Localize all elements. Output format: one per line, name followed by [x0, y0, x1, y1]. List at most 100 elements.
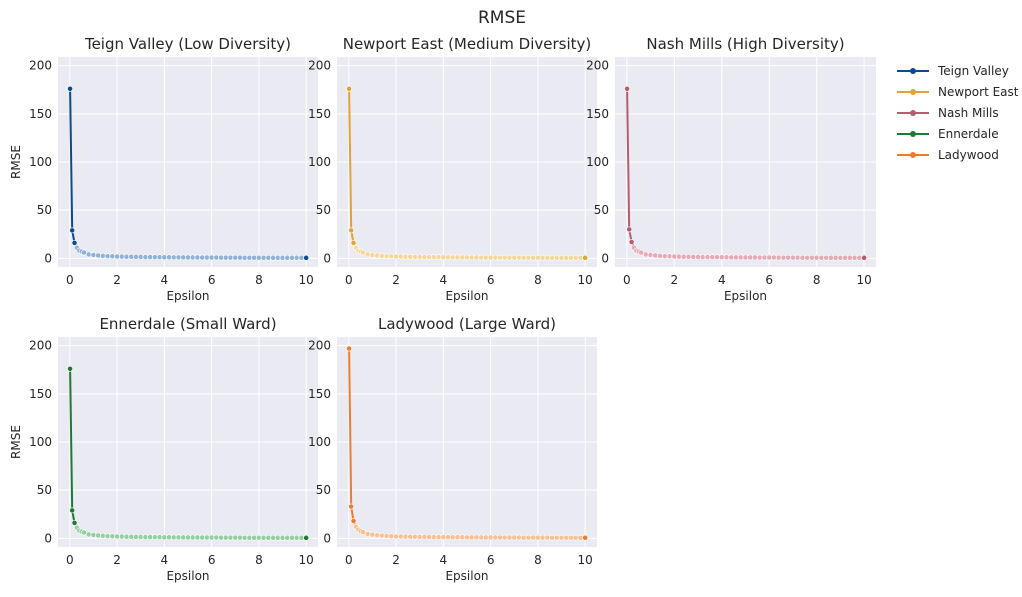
- data-point: [412, 533, 418, 540]
- data-point: [104, 533, 111, 540]
- data-point: [303, 534, 310, 541]
- x-tick-label: 4: [440, 273, 448, 287]
- data-point: [194, 534, 201, 541]
- data-point: [118, 253, 125, 260]
- y-tick-label: 200: [29, 339, 52, 353]
- data-point: [511, 254, 518, 261]
- data-point: [142, 534, 149, 540]
- data-point: [90, 252, 97, 258]
- data-point: [364, 251, 371, 258]
- data-point: [487, 534, 494, 541]
- data-point: [709, 254, 716, 261]
- data-point: [232, 534, 239, 541]
- y-tick-label: 100: [308, 155, 331, 169]
- panel-title: Ennerdale (Small Ward): [99, 315, 276, 333]
- data-point: [393, 253, 399, 260]
- data-point: [251, 254, 258, 261]
- data-point: [501, 534, 508, 541]
- data-point: [771, 254, 777, 261]
- data-point: [535, 254, 541, 261]
- data-point: [459, 254, 466, 261]
- data-point: [558, 254, 565, 261]
- data-point: [856, 254, 863, 261]
- panel-title: Teign Valley (Low Diversity): [84, 35, 291, 53]
- y-tick-label: 0: [44, 531, 52, 545]
- data-point: [468, 254, 475, 261]
- data-point: [346, 85, 352, 92]
- legend-marker: [910, 131, 916, 137]
- data-point: [652, 252, 659, 259]
- legend-marker: [910, 110, 916, 116]
- x-tick-label: 10: [578, 553, 593, 567]
- data-point: [544, 534, 551, 541]
- data-point: [199, 254, 206, 261]
- data-point: [222, 534, 229, 541]
- data-point: [364, 531, 371, 537]
- data-point: [497, 254, 503, 261]
- data-point: [346, 345, 352, 352]
- data-point: [81, 529, 87, 536]
- data-point: [416, 533, 423, 540]
- data-point: [695, 254, 701, 260]
- y-tick-label: 50: [594, 203, 609, 217]
- data-point: [348, 503, 355, 510]
- data-point: [199, 534, 206, 541]
- data-point: [680, 253, 687, 260]
- data-point: [85, 531, 92, 538]
- x-tick-label: 2: [392, 553, 400, 567]
- data-point: [152, 534, 158, 541]
- data-point: [227, 534, 234, 541]
- data-point: [431, 254, 437, 261]
- data-point: [407, 533, 414, 540]
- data-point: [809, 254, 815, 261]
- data-point: [785, 254, 792, 261]
- data-point: [426, 534, 433, 540]
- data-point: [539, 254, 546, 261]
- data-point: [142, 254, 149, 260]
- data-point: [535, 534, 541, 541]
- data-point: [851, 254, 858, 261]
- data-point: [832, 254, 839, 261]
- x-tick-label: 10: [299, 273, 314, 287]
- data-point: [123, 253, 130, 260]
- data-point: [539, 534, 546, 541]
- data-point: [213, 534, 220, 541]
- data-point: [152, 254, 158, 261]
- data-point: [473, 254, 480, 261]
- data-point: [232, 254, 239, 261]
- data-point: [95, 532, 102, 539]
- data-point: [733, 254, 739, 261]
- data-point: [794, 254, 801, 261]
- legend-label: Newport East: [938, 85, 1019, 99]
- data-point: [289, 254, 295, 261]
- data-point: [737, 254, 744, 261]
- data-point: [516, 254, 522, 261]
- data-point: [699, 254, 706, 260]
- x-tick-label: 2: [670, 273, 678, 287]
- data-point: [459, 534, 466, 541]
- data-point: [525, 254, 532, 261]
- data-point: [704, 254, 711, 260]
- data-point: [756, 254, 763, 261]
- x-tick-label: 0: [345, 553, 353, 567]
- y-tick-label: 0: [44, 251, 52, 265]
- y-tick-label: 50: [316, 483, 331, 497]
- y-axis-label: RMSE: [9, 145, 23, 179]
- data-point: [237, 534, 243, 541]
- data-point: [487, 254, 494, 261]
- data-point: [270, 534, 276, 541]
- data-point: [388, 253, 395, 260]
- data-point: [553, 254, 560, 261]
- data-point: [90, 532, 97, 538]
- x-tick-label: 10: [299, 553, 314, 567]
- data-point: [402, 253, 409, 260]
- data-point: [241, 534, 248, 541]
- data-point: [128, 533, 135, 540]
- data-point: [690, 253, 697, 260]
- x-tick-label: 8: [255, 273, 263, 287]
- x-tick-label: 4: [161, 553, 169, 567]
- data-point: [123, 533, 130, 540]
- data-point: [558, 534, 565, 541]
- x-tick-label: 10: [578, 273, 593, 287]
